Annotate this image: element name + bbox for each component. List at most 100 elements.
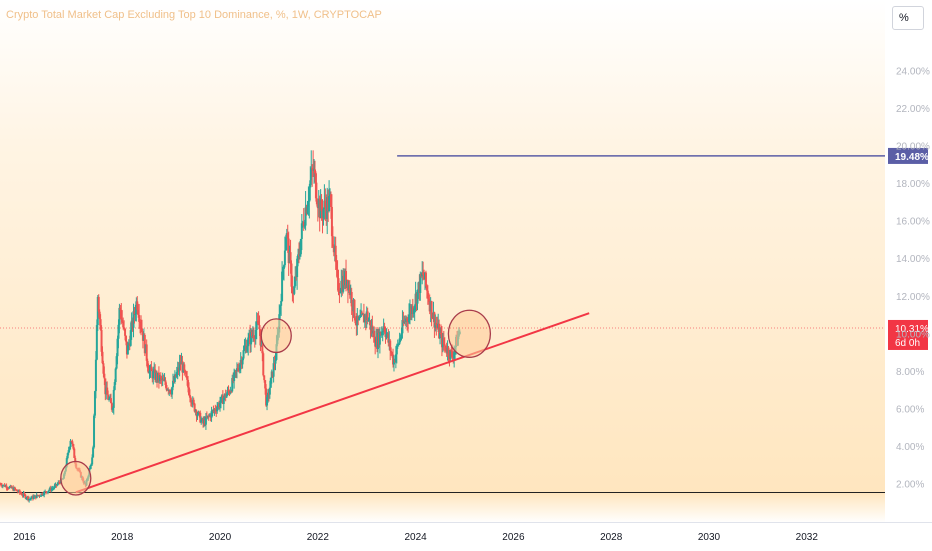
candle-body bbox=[104, 378, 107, 395]
candle-body bbox=[324, 200, 327, 208]
candle-body bbox=[56, 483, 59, 486]
candle-body bbox=[264, 380, 267, 389]
candle-body bbox=[350, 291, 353, 307]
candle-body bbox=[426, 290, 429, 299]
candle-body bbox=[136, 301, 139, 310]
candle-body bbox=[335, 262, 338, 270]
candle-body bbox=[219, 397, 222, 403]
candle-body bbox=[422, 272, 425, 275]
candle-body bbox=[419, 273, 422, 293]
y-tick-label: 12.00% bbox=[896, 292, 930, 303]
candle-body bbox=[439, 333, 442, 339]
candle-body bbox=[243, 347, 246, 351]
candle-body bbox=[331, 236, 334, 247]
candle-body bbox=[431, 318, 434, 320]
candle-body bbox=[283, 250, 286, 266]
candle-body bbox=[50, 488, 53, 491]
candle-body bbox=[259, 329, 262, 346]
candle-body bbox=[236, 368, 239, 370]
candle-body bbox=[320, 200, 323, 212]
candle-body bbox=[188, 394, 191, 398]
candle-body bbox=[392, 360, 395, 365]
candle-body bbox=[200, 419, 203, 423]
candle-body bbox=[192, 399, 195, 404]
unit-selector-button[interactable]: % bbox=[892, 6, 924, 30]
candle-body bbox=[216, 407, 219, 412]
candle-body bbox=[143, 334, 146, 354]
candle-body bbox=[284, 237, 287, 251]
candle-body bbox=[353, 299, 356, 319]
candle-body bbox=[381, 331, 384, 333]
candle-body bbox=[173, 374, 176, 382]
candle-body bbox=[110, 403, 113, 410]
candle-body bbox=[121, 319, 124, 322]
candle-body bbox=[39, 495, 42, 497]
current-price-label-bg bbox=[888, 319, 928, 350]
candle-body bbox=[273, 363, 276, 365]
candle-body bbox=[289, 252, 292, 264]
candle-body bbox=[330, 206, 333, 237]
candle-body bbox=[187, 387, 190, 395]
candle-body bbox=[137, 309, 140, 316]
price-axis[interactable] bbox=[885, 0, 932, 522]
candle-body bbox=[10, 485, 13, 489]
candle-body bbox=[280, 300, 283, 306]
candle-body bbox=[32, 496, 35, 499]
candle-body bbox=[303, 225, 306, 227]
candle-body bbox=[27, 496, 30, 501]
candle-body bbox=[97, 296, 100, 312]
x-tick-label: 2016 bbox=[13, 532, 36, 543]
candle-body bbox=[186, 376, 189, 380]
candle-body bbox=[25, 498, 28, 500]
candle-body bbox=[103, 373, 106, 379]
candle-body bbox=[1, 485, 4, 487]
candle-body bbox=[306, 206, 309, 214]
candle-body bbox=[380, 331, 383, 336]
candle-body bbox=[18, 490, 21, 493]
candle-body bbox=[398, 338, 401, 344]
candle-body bbox=[210, 411, 213, 418]
candle-body bbox=[145, 344, 148, 361]
candle-body bbox=[297, 254, 300, 259]
x-tick-label: 2030 bbox=[698, 532, 721, 543]
y-tick-label: 10.00% bbox=[896, 329, 930, 340]
candle-body bbox=[425, 285, 428, 291]
candle-body bbox=[383, 326, 386, 332]
candle-body bbox=[329, 194, 332, 207]
candle-body bbox=[159, 376, 162, 378]
chart-area[interactable] bbox=[0, 0, 885, 492]
candle-body bbox=[41, 493, 44, 496]
candle-body bbox=[450, 349, 453, 352]
candle-body bbox=[255, 321, 258, 330]
candle-body bbox=[354, 318, 357, 324]
candle-body bbox=[140, 328, 143, 332]
time-axis[interactable] bbox=[0, 522, 932, 551]
candle-body bbox=[242, 350, 245, 359]
candle-body bbox=[140, 322, 143, 329]
candle-body bbox=[290, 263, 293, 287]
candle-body bbox=[113, 382, 116, 390]
candle-body bbox=[122, 321, 125, 328]
candle-body bbox=[5, 485, 8, 489]
candle-body bbox=[309, 180, 312, 188]
candle-body bbox=[42, 494, 45, 496]
x-tick-label: 2024 bbox=[404, 532, 427, 543]
candle-body bbox=[152, 371, 155, 379]
candle-body bbox=[169, 390, 172, 393]
candle-body bbox=[263, 375, 266, 381]
candle-body bbox=[175, 372, 178, 377]
candle-body bbox=[20, 493, 23, 495]
candles-group bbox=[0, 150, 461, 503]
candle-body bbox=[19, 492, 22, 494]
candle-body bbox=[294, 276, 297, 286]
candle-body bbox=[219, 402, 222, 408]
candle-body bbox=[394, 354, 397, 362]
candle-body bbox=[302, 221, 305, 227]
candle-body bbox=[416, 289, 419, 304]
candle-body bbox=[21, 494, 24, 496]
candle-body bbox=[67, 450, 70, 454]
candle-body bbox=[387, 333, 390, 343]
candle-body bbox=[198, 411, 201, 413]
candle-body bbox=[265, 388, 268, 406]
candle-body bbox=[451, 351, 454, 358]
